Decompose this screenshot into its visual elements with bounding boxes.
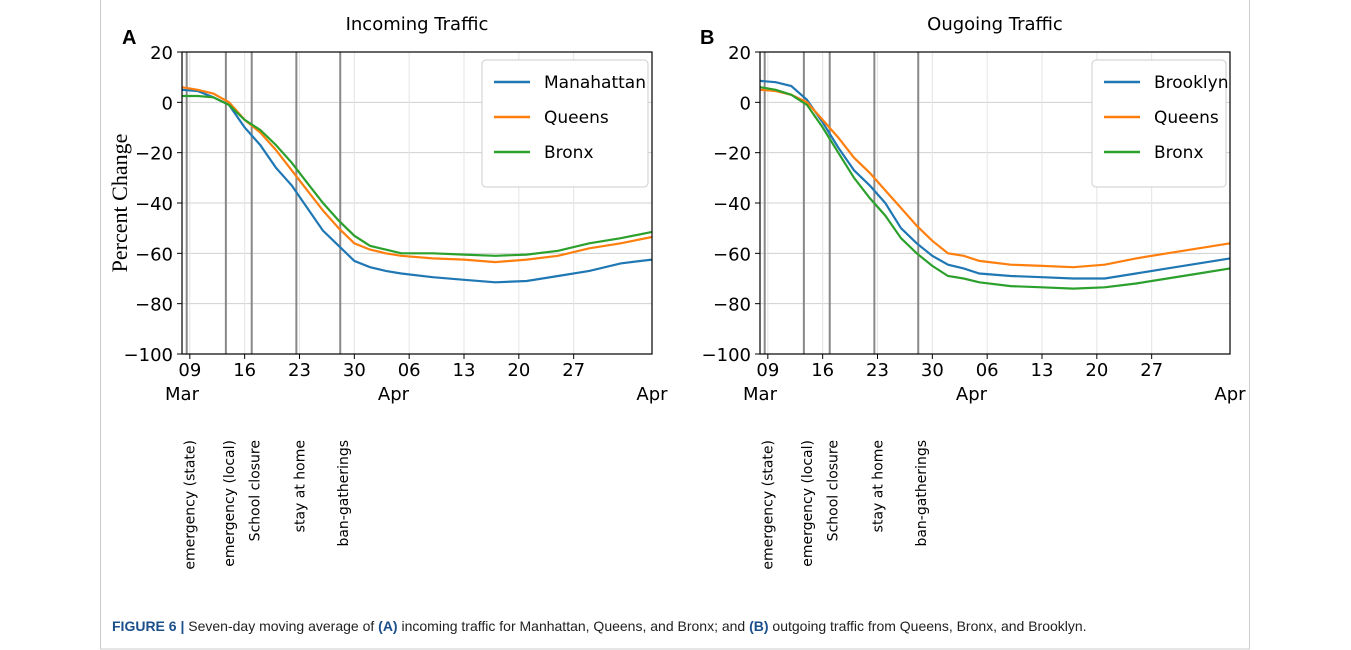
- x-tick-label: 09: [178, 360, 201, 381]
- month-label: Mar: [743, 384, 778, 405]
- y-tick-label: 0: [162, 93, 173, 114]
- legend-box: [481, 59, 649, 188]
- month-label: Apr: [956, 384, 988, 405]
- event-label: School closure: [826, 440, 842, 541]
- figure-frame: [100, 0, 1250, 650]
- caption-part: FIGURE 6 |: [112, 618, 185, 634]
- chart-title: Incoming Traffic: [346, 14, 489, 35]
- y-tick-label: −60: [713, 244, 751, 265]
- series-line: [759, 88, 1231, 269]
- caption-part: (B): [749, 618, 769, 634]
- legend-box: [1091, 59, 1227, 188]
- y-tick-label: 20: [728, 43, 751, 64]
- plot-frame: [759, 51, 1231, 355]
- x-tick-label: 16: [811, 360, 834, 381]
- series-line: [182, 94, 653, 257]
- legend-label: Bronx: [1154, 143, 1204, 163]
- y-tick-label: −80: [713, 295, 751, 316]
- legend-label: Queens: [544, 108, 609, 128]
- legend-label: Queens: [1154, 108, 1219, 128]
- series-line: [181, 88, 653, 284]
- chart-title: Ougoing Traffic: [927, 14, 1063, 35]
- month-label: Apr: [378, 384, 410, 405]
- x-tick-label: 06: [976, 360, 999, 381]
- y-tick-label: −20: [713, 144, 751, 165]
- legend-label: Brooklyn: [1154, 73, 1228, 93]
- event-label: emergency (state): [761, 440, 777, 570]
- caption-part: incoming traffic for Manhattan, Queens, …: [397, 618, 750, 634]
- legend-label: Bronx: [544, 143, 594, 163]
- caption: FIGURE 6 | Seven-day moving average of (…: [112, 618, 1087, 634]
- x-tick-label: 20: [507, 360, 530, 381]
- y-tick-label: −60: [135, 244, 173, 265]
- y-tick-label: −20: [135, 144, 173, 165]
- y-tick-label: −100: [124, 345, 173, 366]
- month-label: Mar: [165, 384, 200, 405]
- y-tick-label: −40: [135, 194, 173, 215]
- x-tick-label: 27: [1140, 360, 1163, 381]
- event-label: emergency (local): [222, 440, 238, 567]
- x-tick-label: 06: [398, 360, 421, 381]
- y-axis-label: Percent Change: [107, 134, 132, 273]
- event-label: emergency (state): [183, 440, 199, 570]
- event-label: ban-gatherings: [336, 440, 352, 547]
- event-label: stay at home: [292, 440, 308, 532]
- plot-frame: [181, 51, 653, 355]
- y-tick-label: −100: [702, 345, 751, 366]
- caption-part: (A): [378, 618, 398, 634]
- panel-label: A: [122, 27, 136, 49]
- x-tick-label: 23: [288, 360, 311, 381]
- event-label: School closure: [248, 440, 264, 541]
- x-tick-label: 16: [233, 360, 256, 381]
- legend-label: Manahattan: [544, 73, 646, 93]
- x-tick-label: 13: [1031, 360, 1054, 381]
- month-label: Apr: [636, 384, 668, 405]
- series-line: [759, 86, 1231, 290]
- panel-label: B: [700, 27, 714, 49]
- x-tick-label: 09: [756, 360, 779, 381]
- y-tick-label: 20: [150, 43, 173, 64]
- caption-part: outgoing traffic from Queens, Bronx, and…: [768, 618, 1087, 634]
- y-tick-label: −80: [135, 295, 173, 316]
- caption-part: Seven-day moving average of: [184, 618, 379, 634]
- month-label: Apr: [1214, 384, 1246, 405]
- event-label: emergency (local): [800, 440, 816, 567]
- x-tick-label: 30: [921, 360, 944, 381]
- x-tick-label: 13: [453, 360, 476, 381]
- x-tick-label: 23: [866, 360, 889, 381]
- x-tick-label: 20: [1085, 360, 1108, 381]
- event-label: ban-gatherings: [914, 440, 930, 547]
- x-tick-label: 27: [562, 360, 585, 381]
- event-label: stay at home: [870, 440, 886, 532]
- y-tick-label: 0: [740, 93, 751, 114]
- y-tick-label: −40: [713, 194, 751, 215]
- x-tick-label: 30: [343, 360, 366, 381]
